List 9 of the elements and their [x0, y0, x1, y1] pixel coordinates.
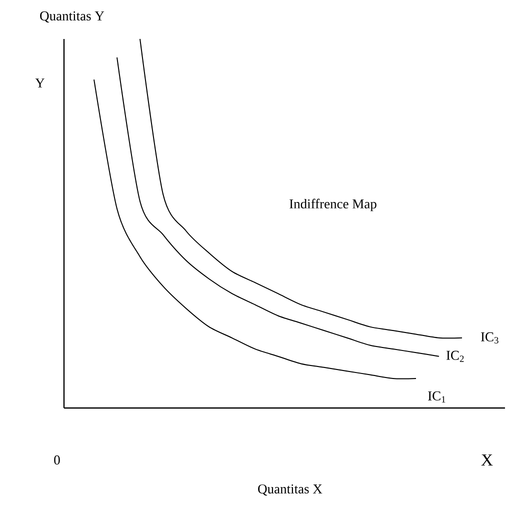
text: X	[481, 454, 493, 466]
series-label: IC$_{3}$	[480, 332, 498, 344]
text: 0	[54, 455, 60, 465]
text: Y	[35, 78, 45, 88]
series-label: IC$_{2}$	[446, 350, 464, 362]
text: Quantitas X	[258, 484, 322, 496]
series-label: IC$_{1}$	[428, 391, 446, 402]
text: Indiffrence Map	[290, 198, 376, 212]
y-axis-title: Quantitas Y	[40, 11, 104, 23]
